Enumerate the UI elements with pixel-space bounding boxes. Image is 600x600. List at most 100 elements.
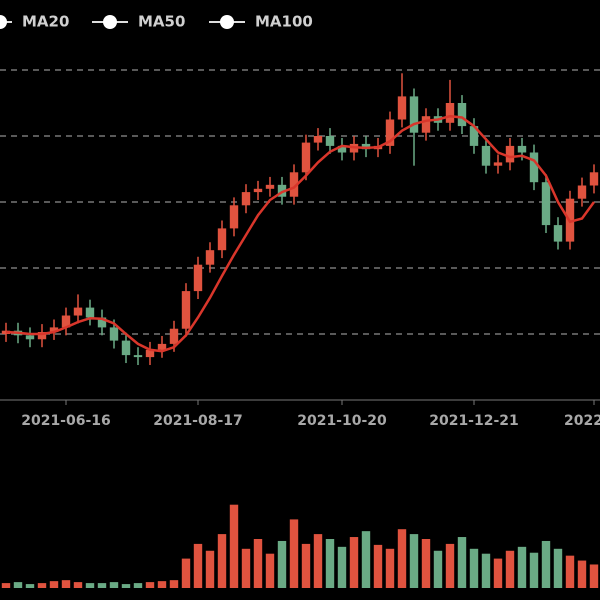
volume-bar: [241, 548, 251, 588]
candle-body: [97, 317, 107, 328]
volume-bar: [37, 583, 47, 588]
x-tick-label: 2021-10-20: [297, 413, 387, 429]
legend-marker[interactable]: [0, 15, 7, 29]
legend-label[interactable]: MA20: [22, 13, 69, 31]
candle-body: [265, 184, 275, 189]
volume-bar: [61, 580, 71, 588]
moving-average-line: [5, 114, 596, 353]
candle-body: [409, 96, 419, 133]
volume-bar: [301, 543, 311, 588]
volume-bar: [481, 553, 491, 588]
candle-body: [121, 340, 131, 356]
candle-body: [445, 103, 455, 123]
volume-bar: [505, 550, 515, 588]
volume-bar: [73, 582, 83, 588]
volume-bar: [25, 584, 35, 588]
candle-body: [481, 145, 491, 166]
volume-bar: [589, 564, 599, 588]
candle-body: [301, 142, 311, 173]
volume-bar: [13, 582, 23, 588]
candle-body: [73, 307, 83, 316]
x-tick-label: 2021-12-21: [429, 413, 519, 429]
volume-bar: [409, 534, 419, 588]
candle-body: [289, 172, 299, 197]
legend-marker[interactable]: [103, 15, 117, 29]
volume-bar: [553, 548, 563, 588]
legend-label[interactable]: MA50: [138, 13, 185, 31]
x-tick-label: 2022: [564, 413, 600, 429]
volume-bar: [397, 529, 407, 588]
candle-body: [541, 182, 551, 226]
candle-body: [145, 349, 155, 358]
volume-bar: [325, 539, 335, 588]
candle-body: [457, 103, 467, 127]
volume-bar: [349, 537, 359, 588]
candle-body: [529, 152, 539, 183]
candle-body: [517, 145, 527, 153]
candle-body: [217, 228, 227, 251]
volume-bar: [445, 543, 455, 588]
candle-body: [313, 136, 323, 143]
candle-body: [325, 136, 335, 146]
candle-body: [49, 327, 59, 333]
candle-body: [553, 225, 563, 242]
volume-bar: [253, 539, 263, 588]
candle-body: [25, 335, 35, 340]
candle-body: [361, 143, 371, 150]
volume-bar: [97, 583, 107, 588]
candle-body: [469, 126, 479, 146]
volume-bar: [373, 544, 383, 588]
candle-body: [493, 162, 503, 166]
volume-bar: [193, 543, 203, 588]
legend-marker[interactable]: [220, 15, 234, 29]
candle-body: [133, 355, 143, 358]
candle-body: [37, 332, 47, 340]
candle-body: [193, 264, 203, 292]
volume-bar: [157, 581, 167, 588]
candle-body: [241, 192, 251, 206]
volume-bar: [421, 539, 431, 588]
volume-bar: [457, 537, 467, 588]
candle-body: [253, 188, 263, 193]
x-tick-label: 2021-08-17: [153, 413, 243, 429]
volume-bar: [217, 534, 227, 588]
volume-bar: [517, 546, 527, 588]
candle-body: [505, 145, 515, 163]
volume-bar: [361, 531, 371, 588]
x-tick-label: 2021-06-16: [21, 413, 111, 429]
legend: MA20 MA50 MA100: [0, 13, 313, 31]
volume-bar: [529, 552, 539, 588]
candle-body: [577, 185, 587, 199]
legend-label[interactable]: MA100: [255, 13, 313, 31]
volume-bar: [469, 548, 479, 588]
candle-body: [85, 307, 95, 318]
candle-body: [385, 119, 395, 146]
volume-bar: [433, 550, 443, 588]
volume-bar: [133, 583, 143, 588]
volume-bar: [1, 583, 11, 588]
candle-body: [337, 145, 347, 153]
volume-bar: [577, 560, 587, 588]
candle-body: [181, 291, 191, 329]
volume-bar: [169, 580, 179, 588]
candle-body: [169, 328, 179, 344]
volume-bar: [493, 558, 503, 588]
volume-bar: [385, 548, 395, 588]
candle-body: [421, 116, 431, 133]
volume-bar: [85, 583, 95, 588]
volume-bar: [277, 540, 287, 588]
volume-bar: [229, 504, 239, 588]
volume-bar: [145, 582, 155, 588]
candle-body: [589, 172, 599, 186]
candle-body: [157, 343, 167, 350]
volume-bar: [289, 519, 299, 588]
candle-body: [205, 250, 215, 265]
volume-bar: [205, 550, 215, 588]
volume-bar: [49, 581, 59, 588]
volume-bar: [109, 582, 119, 588]
candle-body: [109, 327, 119, 341]
candle-body: [229, 205, 239, 229]
volume-bar: [181, 558, 191, 588]
